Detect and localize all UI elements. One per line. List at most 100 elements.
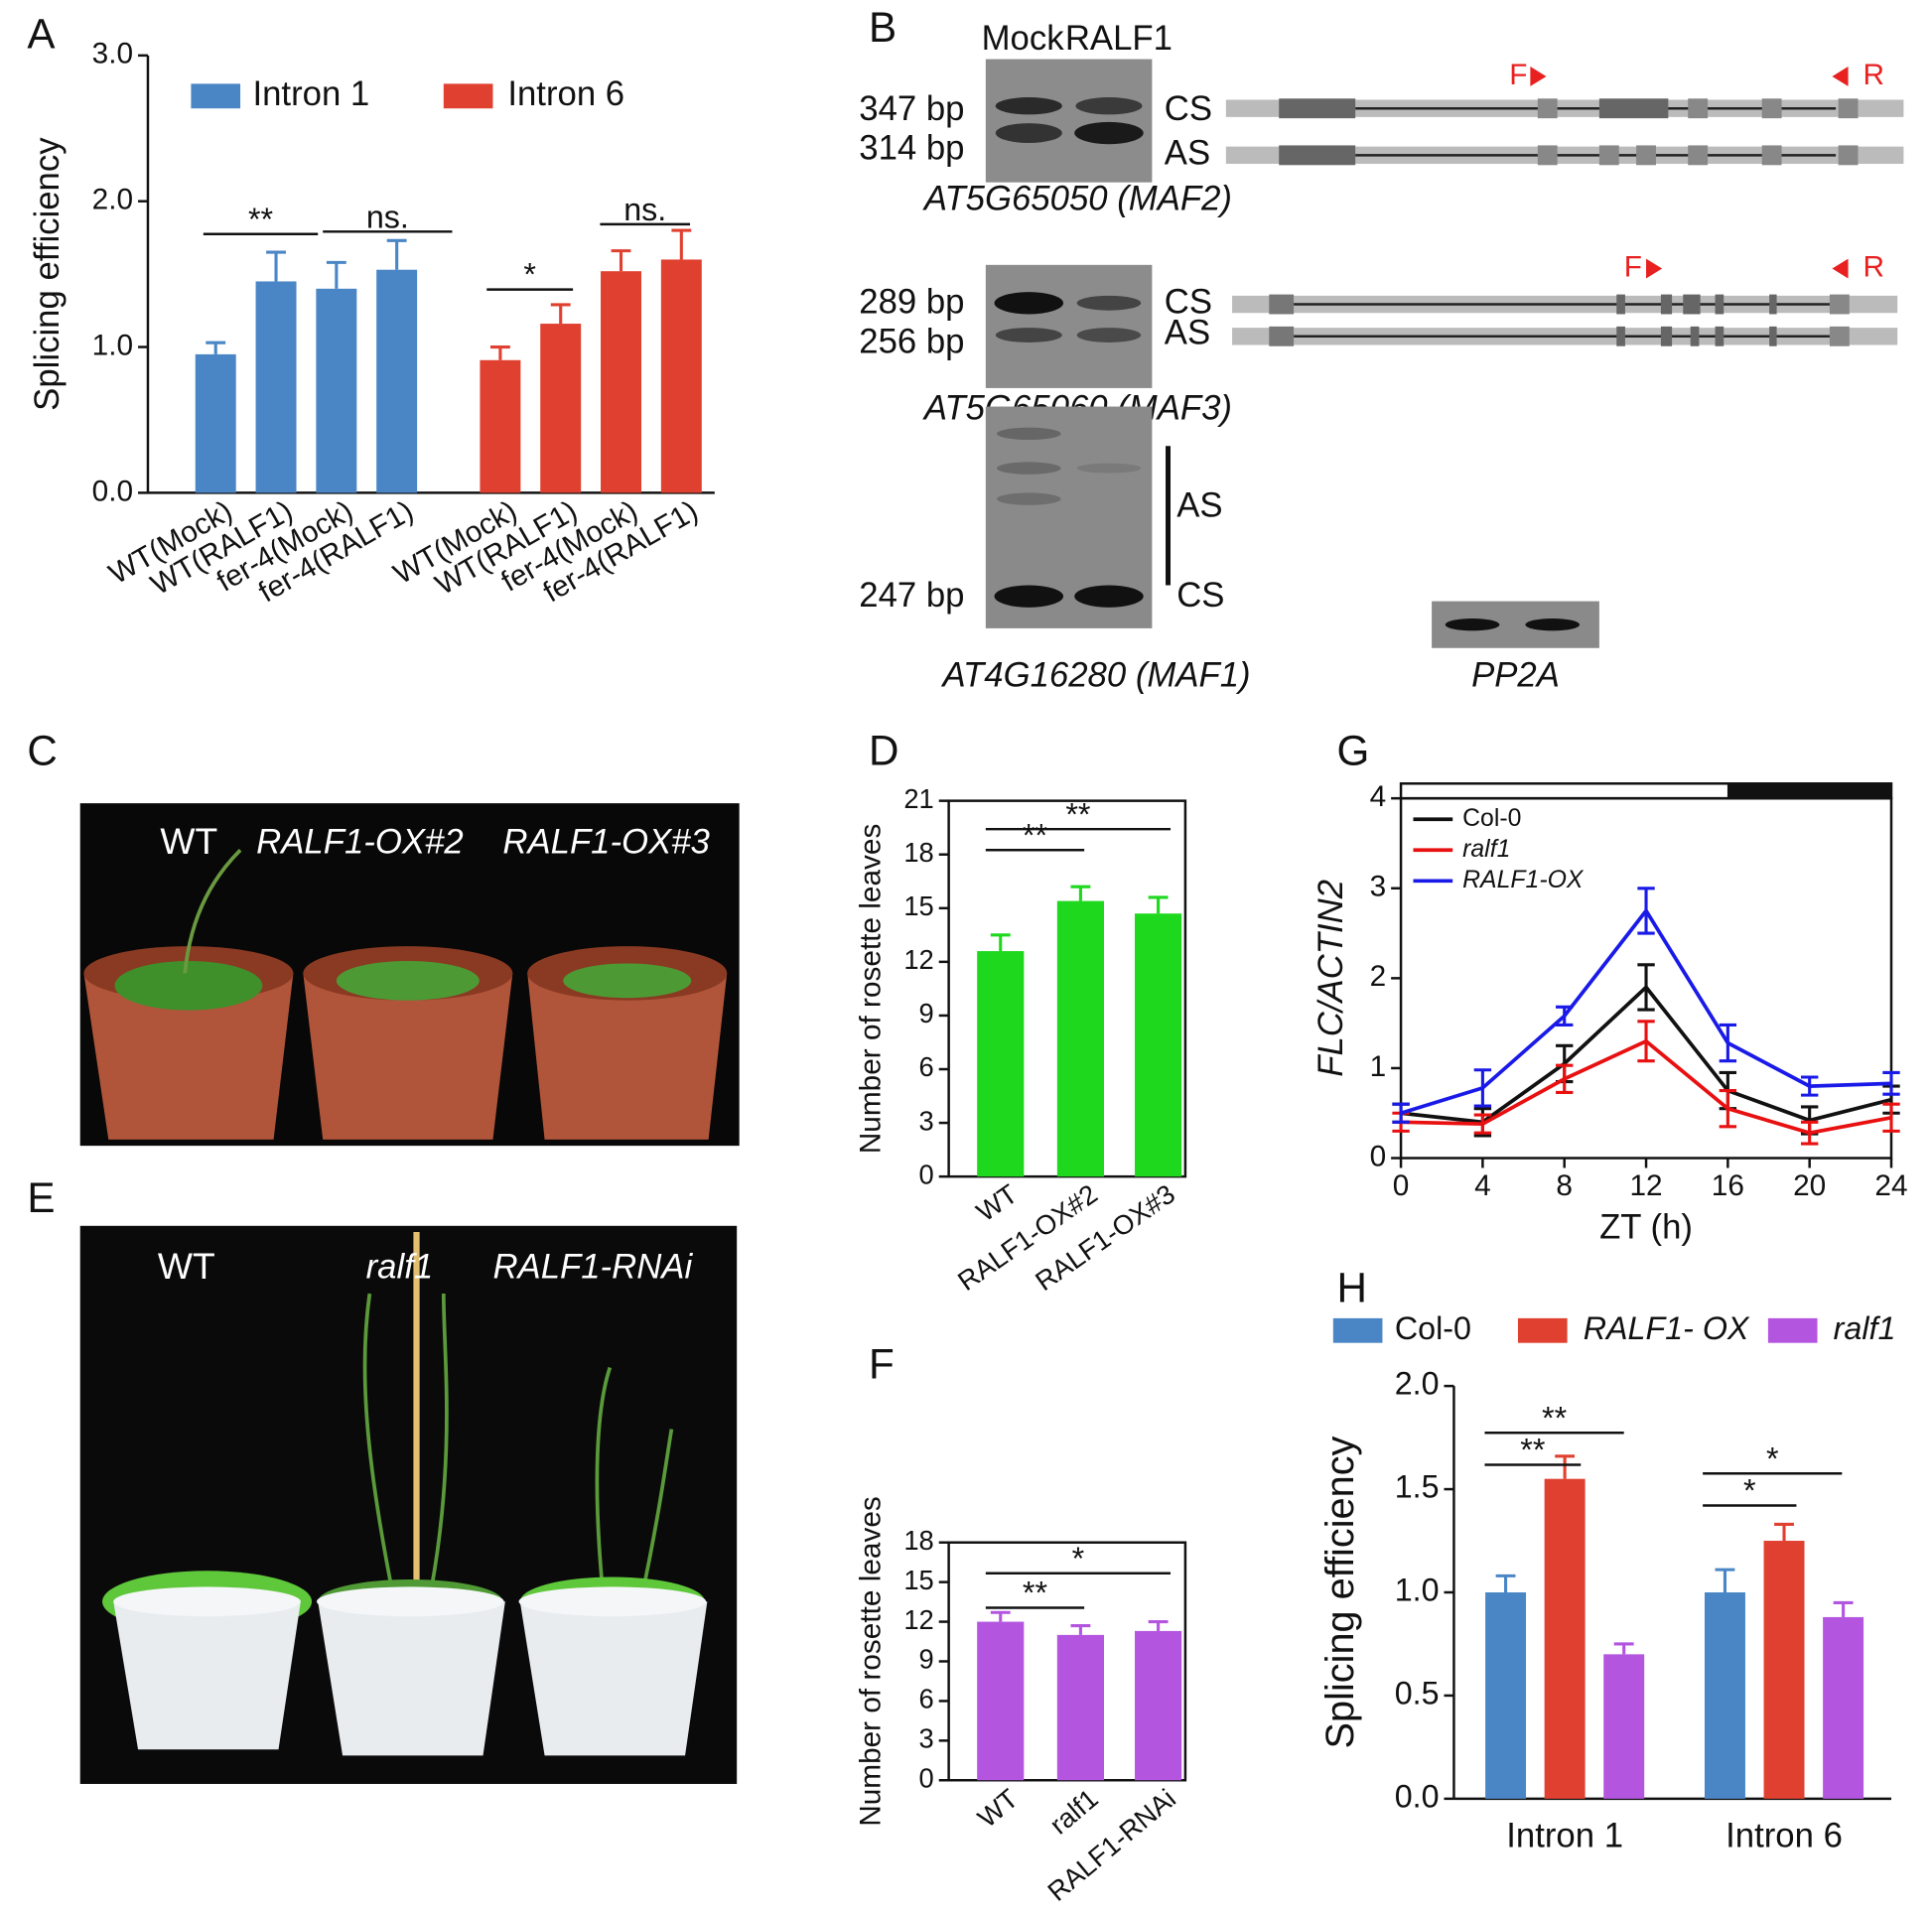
photo-label: RALF1-OX#2 [256, 823, 464, 861]
isoform-label: AS [1176, 486, 1222, 524]
bar [977, 951, 1025, 1177]
y-tick-label: 0.0 [92, 475, 133, 507]
primer-arrow [1832, 67, 1849, 86]
series-line [1401, 1038, 1892, 1136]
significance-label: * [1766, 1440, 1779, 1476]
y-tick-label: 15 [903, 890, 933, 921]
bar [1704, 1591, 1745, 1799]
primer-arrow [1646, 258, 1663, 279]
y-tick-label: 6 [919, 1684, 934, 1714]
panel-label: G [1337, 728, 1370, 774]
legend-label: RALF1-OX [1462, 867, 1585, 893]
y-tick-label: 18 [903, 837, 933, 868]
lane-label: RALF1 [1065, 20, 1173, 58]
significance-label: ns. [623, 192, 666, 227]
error-bar [550, 303, 571, 325]
gel-band [997, 492, 1061, 505]
x-tick-label: ralf1 [1043, 1783, 1104, 1841]
photo: WT RALF1-OX#2 RALF1-OX#3 [79, 803, 740, 1147]
significance-label: ns. [366, 199, 409, 234]
photo-label: WT [160, 820, 217, 862]
bar [1603, 1654, 1645, 1799]
gel-band [1074, 121, 1144, 145]
panel-label: B [869, 4, 897, 51]
y-tick-label: 15 [903, 1565, 933, 1595]
significance-label: ** [1065, 796, 1091, 832]
gel-band [995, 97, 1062, 115]
y-tick-label: 9 [919, 998, 934, 1028]
error-bar [1555, 1454, 1576, 1479]
legend-label: Col-0 [1395, 1310, 1471, 1346]
gel-band [1445, 617, 1500, 631]
x-tick-label: 0 [1393, 1169, 1410, 1202]
bar [1056, 1634, 1104, 1781]
error-bar [1070, 885, 1091, 901]
x-tick-label: WT [972, 1783, 1025, 1834]
legend-label: RALF1- OX [1584, 1310, 1750, 1346]
significance-label: ** [1520, 1433, 1546, 1468]
x-tick-label: Intron 1 [1506, 1818, 1623, 1855]
error-bar [990, 933, 1011, 952]
legend-swatch [1517, 1317, 1568, 1343]
gene-label: PP2A [1471, 657, 1560, 695]
isoform-label: AS [1165, 135, 1210, 173]
panel-label: A [27, 10, 56, 57]
error-bar [1495, 1574, 1516, 1592]
y-tick-label: 0.0 [1395, 1778, 1440, 1814]
photo-label: ralf1 [366, 1248, 434, 1286]
bar [480, 359, 521, 493]
isoform-label: CS [1165, 90, 1212, 128]
bar [255, 281, 297, 493]
bar [977, 1621, 1025, 1781]
legend-swatch [1767, 1317, 1818, 1343]
significance-label: ** [1023, 1575, 1048, 1611]
legend-label: Intron 1 [252, 75, 369, 113]
y-axis-label: FLC/ACTIN2 [1312, 880, 1350, 1077]
y-tick-label: 1.5 [1395, 1469, 1440, 1505]
error-bar [326, 260, 346, 289]
significance-label: * [523, 257, 536, 293]
photo-label: RALF1-OX#3 [502, 823, 710, 861]
gel-band [1076, 328, 1142, 342]
gel-band [997, 462, 1061, 475]
y-tick-label: 1.0 [1395, 1573, 1440, 1608]
bar [316, 288, 357, 493]
panel-label: H [1337, 1265, 1367, 1311]
band-size: 347 bp [859, 90, 964, 128]
significance-label: ** [1542, 1400, 1568, 1436]
isoform-label: CS [1176, 577, 1224, 615]
error-bar [206, 341, 226, 354]
isoform-label: AS [1165, 315, 1210, 352]
x-tick-label: 16 [1712, 1169, 1744, 1202]
photo: WT ralf1 RALF1-RNAi [79, 1225, 738, 1784]
gel-band [1525, 617, 1581, 631]
error-bar [1833, 1600, 1854, 1617]
primer-label: F [1509, 59, 1527, 91]
error-bar [1715, 1568, 1735, 1592]
gel-image [985, 59, 1153, 183]
bar [1135, 913, 1182, 1177]
band-size: 247 bp [859, 577, 964, 615]
significance-label: ** [248, 202, 274, 237]
error-bar [990, 1610, 1011, 1622]
legend-swatch [443, 83, 493, 109]
primer-arrow [1530, 67, 1547, 86]
primer-label: R [1863, 59, 1884, 91]
gel-band [1075, 97, 1143, 115]
bar [540, 324, 582, 493]
y-tick-label: 3 [1370, 871, 1387, 903]
error-bar [386, 238, 407, 270]
y-tick-label: 2.0 [1395, 1366, 1440, 1402]
panel-label: C [27, 728, 57, 774]
y-tick-label: 4 [1370, 780, 1387, 813]
legend-swatch [1332, 1317, 1383, 1343]
y-tick-label: 2 [1370, 960, 1387, 993]
y-tick-label: 12 [903, 944, 933, 975]
gel-band [997, 427, 1061, 441]
gene-label: AT4G16280 (MAF1) [940, 657, 1250, 695]
significance-label: * [1072, 1541, 1085, 1576]
bar [1763, 1541, 1805, 1799]
primer-arrow [1832, 258, 1849, 279]
